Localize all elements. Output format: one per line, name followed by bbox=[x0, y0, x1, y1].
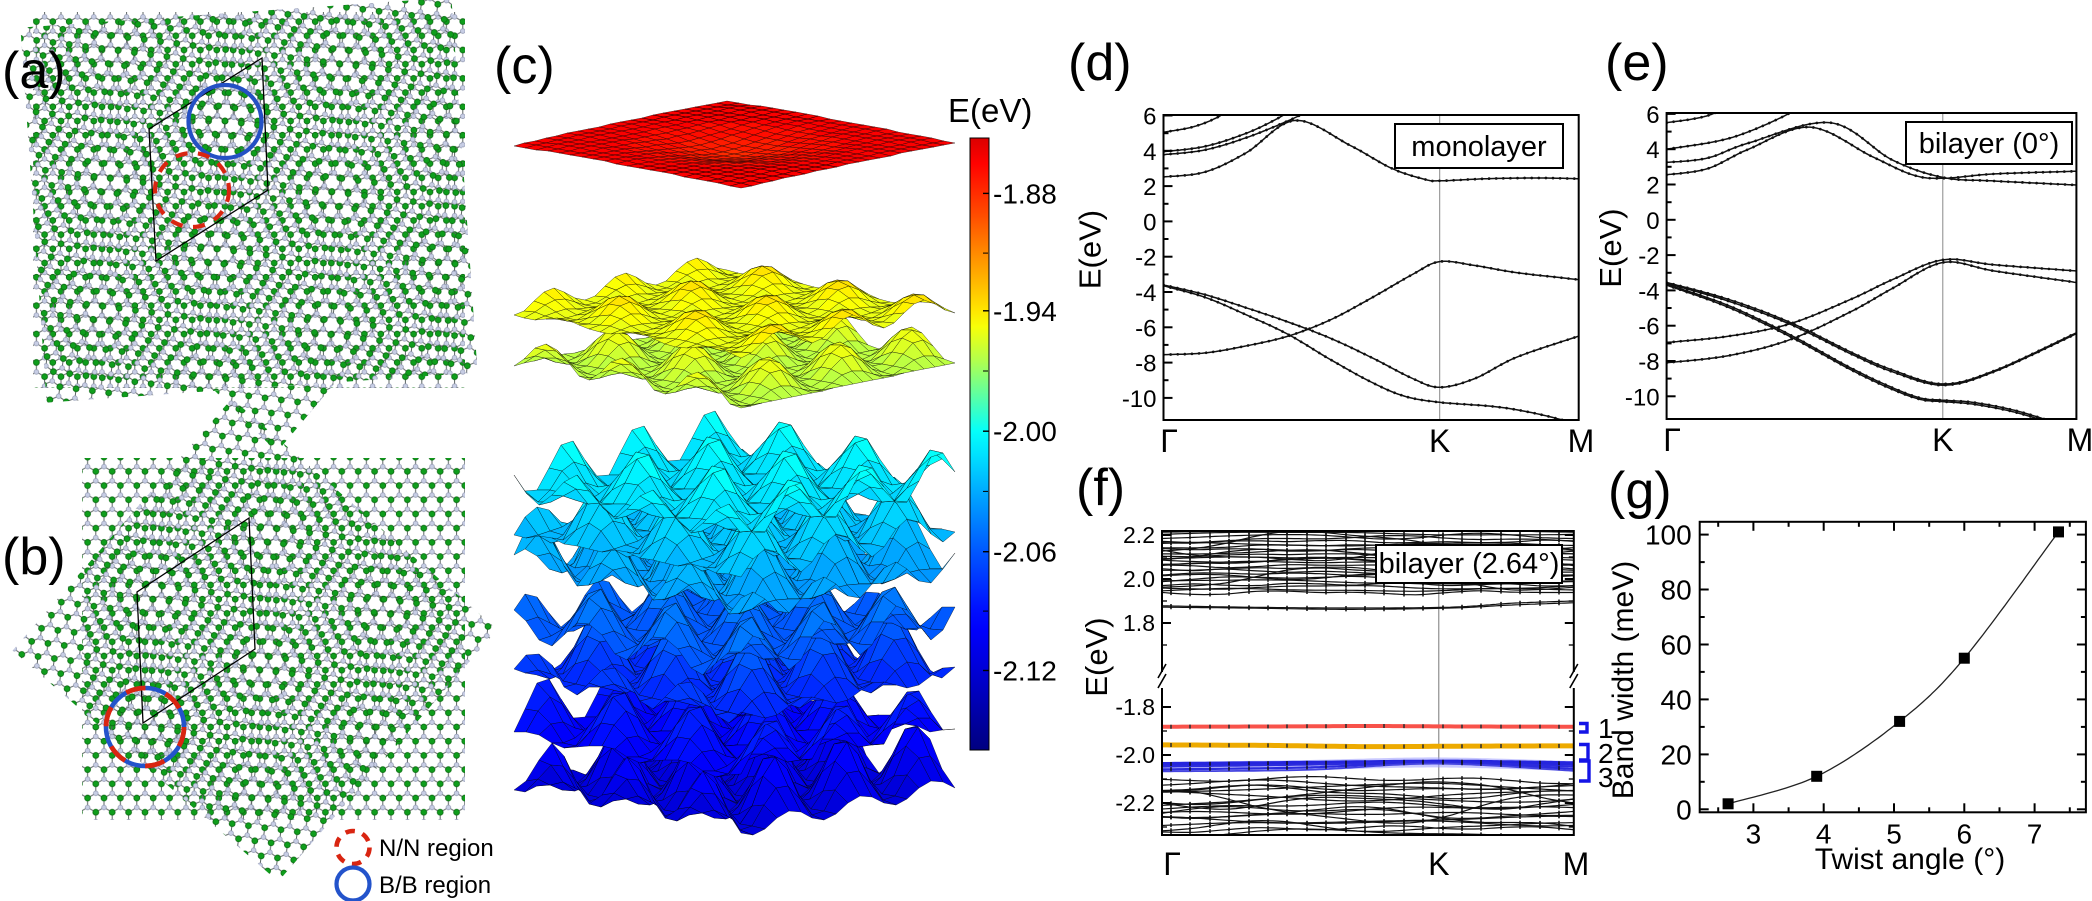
svg-text:K: K bbox=[1932, 422, 1953, 458]
svg-text:2.0: 2.0 bbox=[1123, 566, 1155, 592]
svg-text:0: 0 bbox=[1143, 209, 1156, 236]
svg-text:1.8: 1.8 bbox=[1123, 610, 1155, 636]
svg-text:0: 0 bbox=[1676, 794, 1692, 825]
svg-text:-8: -8 bbox=[1638, 349, 1659, 376]
svg-text:-8: -8 bbox=[1135, 351, 1156, 378]
svg-text:-6: -6 bbox=[1135, 315, 1156, 342]
svg-text:E(eV): E(eV) bbox=[1079, 617, 1114, 696]
svg-text:Γ: Γ bbox=[1663, 422, 1681, 458]
svg-text:100: 100 bbox=[1645, 520, 1692, 551]
svg-text:monolayer: monolayer bbox=[1411, 131, 1547, 163]
svg-text:-6: -6 bbox=[1638, 314, 1659, 341]
svg-text:B/B region: B/B region bbox=[379, 872, 491, 899]
svg-text:4: 4 bbox=[1143, 139, 1156, 166]
svg-text:20: 20 bbox=[1661, 739, 1692, 770]
svg-text:(a): (a) bbox=[2, 42, 66, 100]
svg-text:(f): (f) bbox=[1076, 459, 1125, 517]
svg-text:K: K bbox=[1428, 846, 1449, 882]
svg-text:Twist angle (°): Twist angle (°) bbox=[1815, 843, 2005, 876]
svg-text:Γ: Γ bbox=[1160, 423, 1178, 459]
svg-text:80: 80 bbox=[1661, 575, 1692, 606]
svg-text:4: 4 bbox=[1816, 818, 1832, 849]
svg-text:M: M bbox=[1568, 423, 1595, 459]
svg-text:bilayer (2.64°): bilayer (2.64°) bbox=[1379, 548, 1560, 580]
svg-text:Band width (meV): Band width (meV) bbox=[1607, 561, 1640, 799]
svg-text:4: 4 bbox=[1646, 137, 1659, 164]
svg-text:(d): (d) bbox=[1068, 34, 1132, 92]
svg-text:-1.8: -1.8 bbox=[1115, 694, 1155, 720]
svg-text:5: 5 bbox=[1886, 818, 1902, 849]
svg-text:(g): (g) bbox=[1608, 462, 1672, 520]
svg-text:E(eV): E(eV) bbox=[1073, 210, 1108, 289]
svg-text:M: M bbox=[2067, 422, 2092, 458]
svg-text:-10: -10 bbox=[1122, 386, 1157, 413]
svg-text:(c): (c) bbox=[494, 37, 555, 95]
svg-text:(e): (e) bbox=[1605, 34, 1669, 92]
svg-text:K: K bbox=[1429, 423, 1450, 459]
svg-text:40: 40 bbox=[1661, 684, 1692, 715]
svg-text:-1.94: -1.94 bbox=[993, 296, 1057, 327]
svg-text:3: 3 bbox=[1598, 762, 1614, 793]
svg-text:(b): (b) bbox=[2, 528, 66, 586]
svg-text:-2: -2 bbox=[1135, 245, 1156, 272]
svg-text:6: 6 bbox=[1143, 104, 1156, 131]
svg-text:0: 0 bbox=[1646, 208, 1659, 235]
svg-text:2: 2 bbox=[1143, 174, 1156, 201]
svg-text:-2.06: -2.06 bbox=[993, 537, 1057, 568]
svg-text:3: 3 bbox=[1746, 818, 1762, 849]
svg-text:2.2: 2.2 bbox=[1123, 522, 1155, 548]
svg-text:2: 2 bbox=[1646, 173, 1659, 200]
svg-text:E(eV): E(eV) bbox=[948, 92, 1032, 129]
svg-text:-2: -2 bbox=[1638, 243, 1659, 270]
svg-text:6: 6 bbox=[1957, 818, 1973, 849]
svg-text:-2.2: -2.2 bbox=[1115, 790, 1155, 816]
svg-text:-2.12: -2.12 bbox=[993, 656, 1057, 687]
svg-text:7: 7 bbox=[2027, 818, 2043, 849]
svg-text:N/N region: N/N region bbox=[379, 835, 494, 862]
svg-text:-1.88: -1.88 bbox=[993, 178, 1057, 209]
svg-text:bilayer (0°): bilayer (0°) bbox=[1919, 128, 2060, 160]
svg-text:M: M bbox=[1563, 846, 1590, 882]
svg-text:Γ: Γ bbox=[1163, 846, 1181, 882]
svg-text:60: 60 bbox=[1661, 630, 1692, 661]
svg-text:6: 6 bbox=[1646, 102, 1659, 129]
svg-text:-2.0: -2.0 bbox=[1115, 742, 1155, 768]
svg-text:-10: -10 bbox=[1625, 384, 1660, 411]
svg-text:2: 2 bbox=[1598, 738, 1614, 769]
svg-text:-4: -4 bbox=[1135, 280, 1156, 307]
svg-text:-2.00: -2.00 bbox=[993, 416, 1057, 447]
svg-text:-4: -4 bbox=[1638, 278, 1659, 305]
svg-text:E(eV): E(eV) bbox=[1593, 208, 1628, 287]
svg-text:1: 1 bbox=[1598, 713, 1614, 744]
